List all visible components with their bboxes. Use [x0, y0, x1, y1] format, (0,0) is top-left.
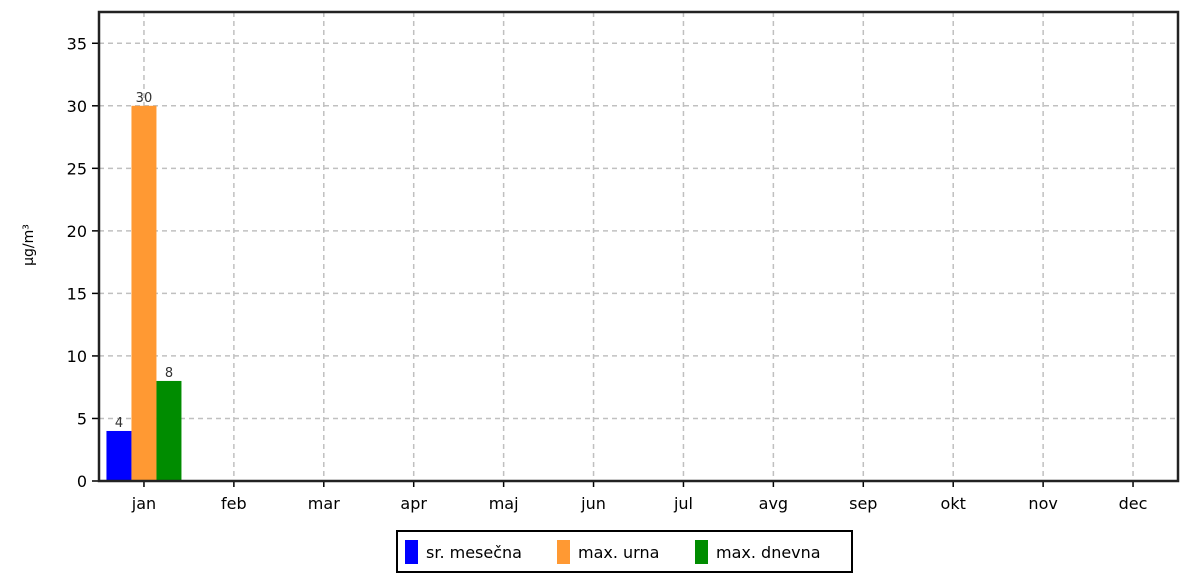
- x-tick-label: jul: [673, 494, 693, 513]
- x-tick-label: jan: [131, 494, 156, 513]
- bar: [156, 380, 182, 481]
- grid-lines: [99, 12, 1178, 481]
- y-tick-label: 0: [77, 472, 87, 491]
- x-tick-label: nov: [1028, 494, 1057, 513]
- legend-label: max. dnevna: [716, 543, 821, 562]
- x-tick-label: maj: [489, 494, 519, 513]
- x-tick-label: avg: [759, 494, 788, 513]
- data-label: 4: [115, 416, 123, 431]
- y-tick-label: 5: [77, 409, 87, 428]
- x-tick-label: okt: [941, 494, 966, 513]
- x-tick-label: jun: [580, 494, 606, 513]
- bar: [106, 430, 132, 481]
- legend-swatch: [695, 540, 708, 564]
- legend-swatch: [557, 540, 570, 564]
- legend: sr. mesečna max. urna max. dnevna: [396, 530, 853, 573]
- x-tick-label: feb: [221, 494, 247, 513]
- x-tick-label: mar: [308, 494, 340, 513]
- bar: [131, 105, 157, 482]
- bars: 4 30 8: [106, 91, 182, 482]
- legend-label: sr. mesečna: [426, 543, 522, 562]
- y-tick-label: 30: [67, 97, 87, 116]
- y-tick-label: 35: [67, 34, 87, 53]
- y-tick-label: 25: [67, 159, 87, 178]
- y-tick-label: 10: [67, 347, 87, 366]
- x-tick-label: apr: [400, 494, 427, 513]
- y-tick-label: 15: [67, 284, 87, 303]
- legend-box: [396, 530, 853, 573]
- x-tick-label: dec: [1119, 494, 1148, 513]
- plot-frame: [97, 10, 1180, 483]
- y-axis-label: µg/m³: [21, 224, 37, 266]
- legend-label: max. urna: [578, 543, 659, 562]
- y-tick-label: 20: [67, 222, 87, 241]
- x-tick-label: sep: [849, 494, 877, 513]
- axes: 0 5 10 15 20 25 30 35 jan feb mar apr maj jun jul avg se…: [67, 10, 1180, 513]
- data-label: 8: [165, 366, 173, 381]
- data-label: 30: [136, 91, 153, 106]
- legend-swatch: [405, 540, 418, 564]
